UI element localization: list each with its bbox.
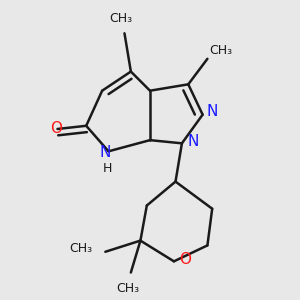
Text: N: N bbox=[100, 146, 111, 160]
Text: N: N bbox=[188, 134, 199, 149]
Text: H: H bbox=[102, 162, 112, 175]
Text: CH₃: CH₃ bbox=[116, 282, 139, 295]
Text: CH₃: CH₃ bbox=[70, 242, 93, 255]
Text: O: O bbox=[50, 122, 62, 136]
Text: CH₃: CH₃ bbox=[209, 44, 232, 57]
Text: O: O bbox=[179, 252, 191, 267]
Text: CH₃: CH₃ bbox=[110, 12, 133, 25]
Text: N: N bbox=[206, 104, 218, 119]
